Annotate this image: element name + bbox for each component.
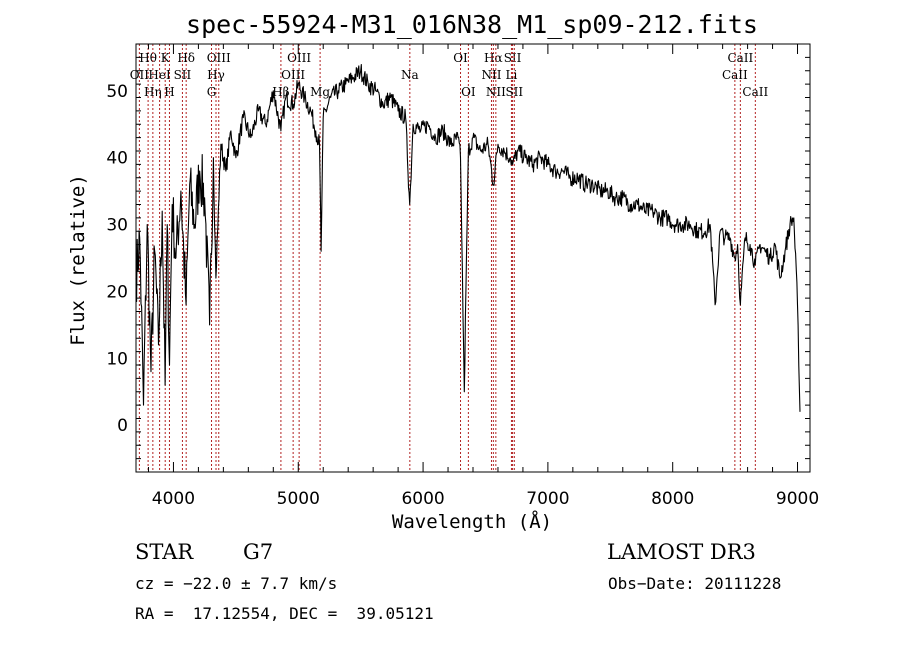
object-subclass: G7 — [243, 540, 274, 564]
spectral-line-label: NII — [486, 85, 506, 99]
redshift-cz: cz = −22.0 ± 7.7 km/s — [135, 574, 338, 593]
spectral-line-label: SII — [174, 68, 192, 82]
spectral-line-label: OII — [130, 68, 150, 82]
spectral-line-label: Mg — [310, 85, 330, 99]
ra-dec-coordinates: RA = 17.12554, DEC = 39.05121 — [135, 604, 434, 623]
flux-series-line — [135, 63, 801, 412]
spectral-line-label: OI — [461, 85, 476, 99]
y-tick-label: 40 — [106, 149, 128, 169]
spectral-line-label: CaII — [727, 51, 753, 65]
y-tick-label: 50 — [106, 82, 128, 102]
y-tick-label: 0 — [117, 416, 128, 436]
spectral-line-label: NII — [481, 68, 501, 82]
spectral-line-label: HeI — [148, 68, 171, 82]
spectral-line-label: G — [207, 85, 217, 99]
y-axis-label: Flux (relative) — [67, 174, 89, 346]
spectral-line-label: OI — [453, 51, 468, 65]
x-tick-label: 6000 — [401, 489, 444, 509]
spectral-line-label: Hγ — [207, 68, 225, 82]
observation-date: Obs−Date: 20111228 — [608, 574, 782, 593]
spectral-line-label: CaII — [742, 85, 768, 99]
x-tick-label: 5000 — [277, 489, 320, 509]
spectral-line-label: K — [161, 51, 171, 65]
x-axis-label: Wavelength (Å) — [392, 510, 552, 533]
x-tick-label: 8000 — [651, 489, 694, 509]
spectral-line-label: Na — [401, 68, 419, 82]
chart-title: spec-55924-M31_016N38_M1_sp09-212.fits — [186, 10, 758, 39]
spectral-line-label: Hη — [144, 85, 162, 99]
x-tick-label: 4000 — [152, 489, 195, 509]
plot-area: Hθ OII Hη K HeI H Hδ SII OIII Hγ G OIII OIII Hβ Mg Na OI… — [106, 43, 819, 509]
spectral-line-label: OIII — [281, 68, 305, 82]
y-tick-label: 20 — [106, 282, 128, 302]
spectral-line-label: OIII — [207, 51, 231, 65]
spectral-line-label: CaII — [722, 68, 748, 82]
plot-frame — [135, 43, 811, 473]
survey-name: LAMOST DR3 — [607, 540, 756, 564]
spectral-line-label: Hδ — [177, 51, 195, 65]
spectral-line-label: Hα — [484, 51, 503, 65]
y-tick-label: 30 — [106, 216, 128, 236]
spectral-line-label: SII — [504, 51, 522, 65]
spectral-line-label: Li — [506, 68, 518, 82]
spectral-line-label: Hθ — [139, 51, 157, 65]
y-tick-label: 10 — [106, 349, 128, 369]
spectral-line-label: Hβ — [272, 85, 289, 99]
x-tick-label: 7000 — [526, 489, 569, 509]
spectral-line-label: OIII — [287, 51, 311, 65]
spectral-line-label: SII — [505, 85, 523, 99]
spectral-line-label: H — [164, 85, 174, 99]
x-tick-label: 9000 — [776, 489, 819, 509]
object-class: STAR — [135, 540, 194, 564]
